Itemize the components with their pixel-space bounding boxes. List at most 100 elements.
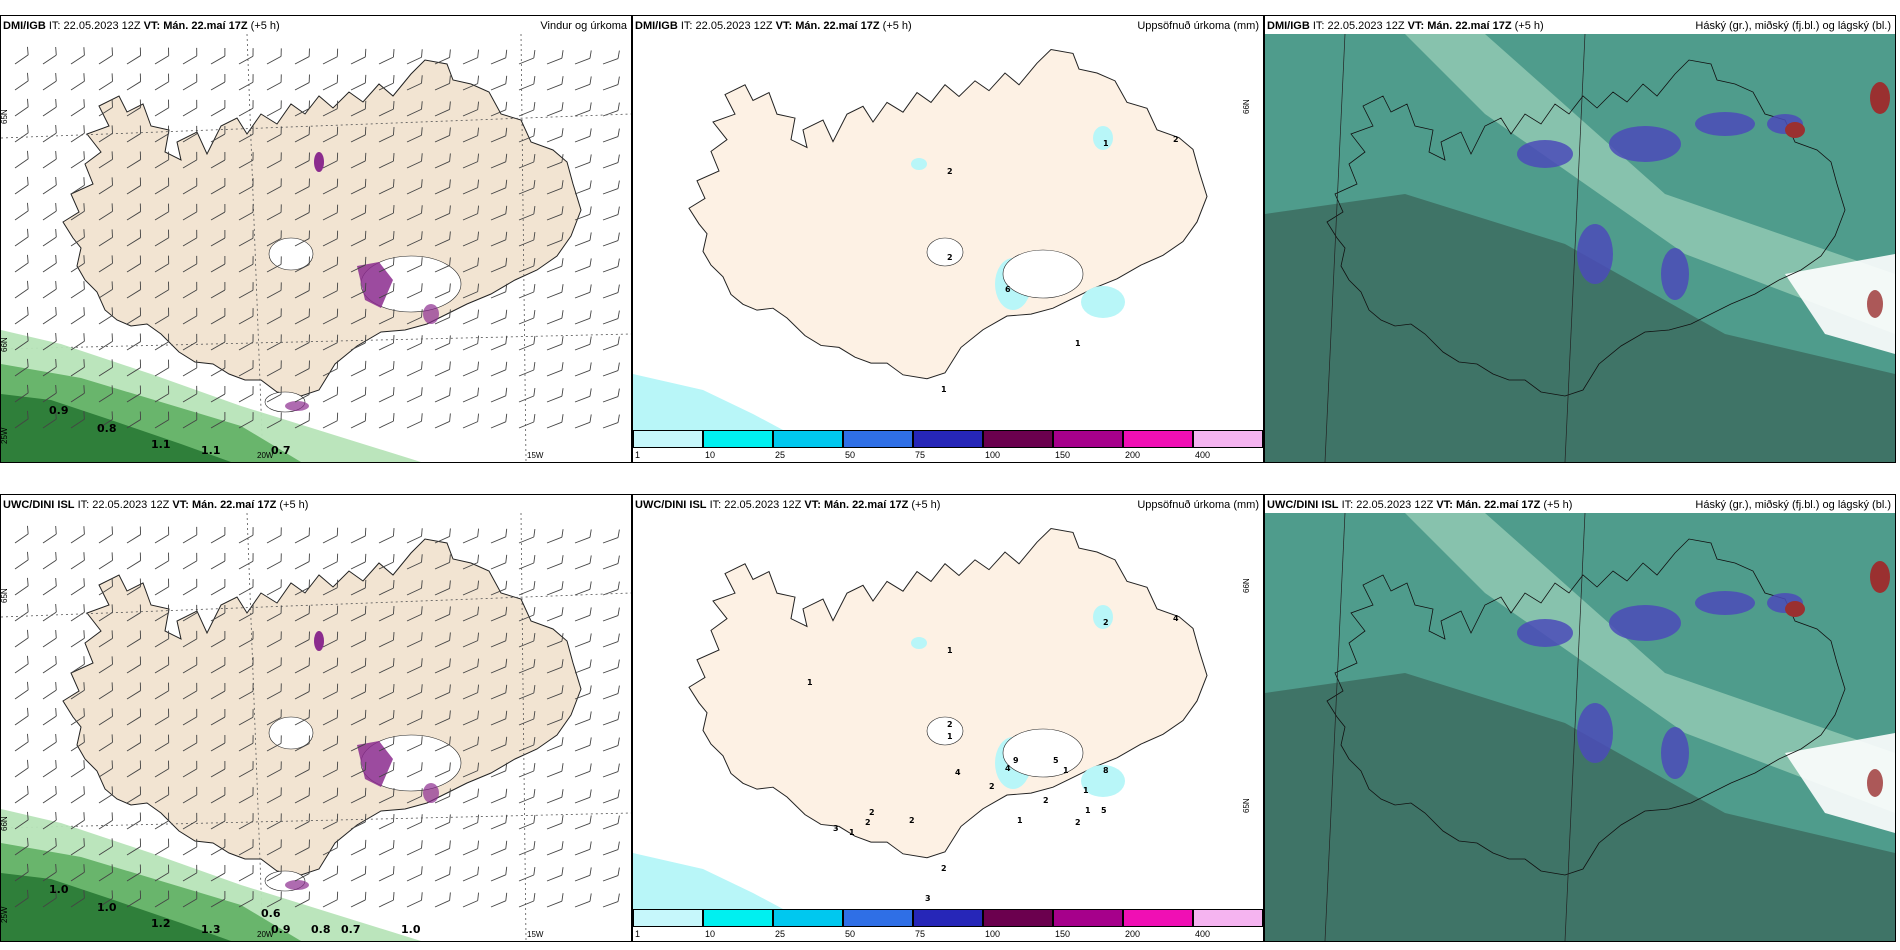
wind-barb-flag [617,362,620,371]
wind-barb-shaft [602,266,619,273]
wind-barb [462,554,480,570]
wind-barb-flag [477,814,480,823]
wind-barb [434,554,451,570]
wind-barb-flag [224,838,226,848]
wind-barb [98,526,113,544]
wind-barb-shaft [210,159,226,169]
wind-barb [434,283,451,299]
wind-barb [182,734,198,752]
wind-barb [98,786,113,804]
wind-barb-flag [477,335,480,344]
wind-barb-flag [477,866,480,875]
wind-barb-shaft [434,135,450,143]
wind-barb [210,333,226,351]
low-cloud [1265,194,1895,462]
wind-barb-shaft [70,585,85,596]
wind-barb [154,890,170,908]
wind-barb-flag [533,580,536,590]
wind-barb-shaft [238,820,254,830]
colorbar-tick-label: 25 [775,929,786,939]
accum-value-label: 2 [947,253,953,262]
wind-barb-shaft [546,291,563,299]
wind-barb-shaft [126,638,141,648]
wind-barb-flag [196,838,198,847]
wind-barb-shaft [490,239,506,247]
wind-barb-flag [252,100,254,109]
wind-barb-flag [392,736,395,745]
wind-barb-flag [55,332,57,342]
wind-barb-flag [111,73,113,82]
wind-barb-shaft [518,135,534,143]
wind-barb [266,553,282,570]
wind-barb-flag [308,631,310,640]
wind-barb-flag [308,839,310,848]
wind-barb-shaft [322,108,338,117]
iceland-land [688,527,1208,859]
wind-barb-flag [252,865,254,874]
wind-barb [182,203,198,221]
wind-barb-flag [617,555,620,564]
wind-barb-flag [252,579,254,588]
grid-line [1,592,631,618]
wind-barb [126,385,142,403]
wind-barb-shaft [266,847,282,856]
high-cloud-dense [1870,82,1890,114]
wind-barb-flag [421,283,423,292]
wind-barb [42,603,57,622]
wind-barb-flag [364,761,367,770]
wind-barb [14,306,29,325]
wind-barb [182,838,198,856]
wind-barb [350,152,367,169]
precip-value-label: 0.9 [271,923,291,936]
wind-barb [14,410,29,429]
wind-barb [210,656,226,674]
wind-barb [126,786,142,804]
wind-barb-shaft [126,133,141,143]
colorbar: 1 10 25 50 75 100 150 200 400 [633,430,1263,462]
wind-barb-shaft [42,288,57,299]
wind-barb [98,281,113,299]
wind-barb-flag [55,863,57,873]
wind-barb [462,257,480,273]
wind-barb-shaft [462,421,478,429]
wind-barb [574,284,592,299]
wind-barb-flag [308,735,310,744]
wind-barb-flag [83,359,85,368]
wind-barb-flag [449,231,451,240]
wind-barb-flag [336,334,339,343]
wind-barb [322,126,339,143]
wind-barb-flag [196,630,198,639]
wind-barb [574,180,592,195]
wind-barb-flag [252,48,254,57]
wind-barb [434,413,451,429]
wind-barb-shaft [406,691,422,700]
wind-barb-flag [561,206,564,215]
wind-barb-flag [168,307,170,316]
wind-barb-flag [224,552,226,562]
wind-barb [518,361,536,377]
wind-barb-shaft [154,419,169,429]
wind-barb-flag [168,786,170,795]
panel-header: UWC/DINI ISL IT: 22.05.2023 12Z VT: Mán.… [1267,499,1572,511]
wind-barb-shaft [126,185,141,195]
wind-barb-shaft [266,394,282,403]
wind-barb-flag [449,309,451,318]
wind-barb [42,551,57,570]
wind-barb-shaft [490,900,506,908]
wind-barb-flag [533,684,536,694]
wind-barb-flag [533,283,536,293]
wind-barb-flag [139,203,142,212]
wind-barb [98,708,113,726]
wind-barb [350,412,367,429]
wind-barb-shaft [406,561,422,570]
wind-barb-flag [139,552,142,561]
wind-barb-flag [617,102,620,111]
wind-barb-shaft [546,588,563,596]
wind-barb-flag [308,334,310,343]
wind-barb-flag [589,685,592,694]
wind-barb [462,736,480,752]
wind-barb-shaft [518,744,534,752]
wind-barb [42,254,57,273]
wind-barb-flag [421,866,423,875]
wind-barb [14,254,29,273]
